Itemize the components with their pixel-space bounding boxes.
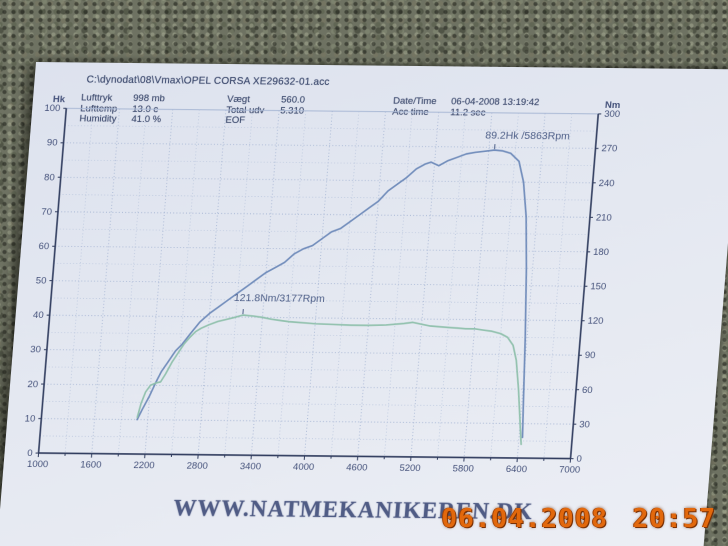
dyno-chart: Hk 0 10 20 30 40 50 60 70 80 90 100 Nm 0 30 60 90 120 150 1… xyxy=(24,94,621,476)
annotation-power: 89.2Hk /5863Rpm xyxy=(485,130,571,150)
svg-text:70: 70 xyxy=(41,207,52,218)
svg-text:100: 100 xyxy=(44,103,61,114)
svg-text:120: 120 xyxy=(587,316,604,327)
svg-text:1000: 1000 xyxy=(27,459,49,470)
grid xyxy=(39,107,599,459)
svg-text:80: 80 xyxy=(44,172,55,183)
svg-text:2200: 2200 xyxy=(133,460,155,471)
svg-text:60: 60 xyxy=(582,385,593,396)
file-path: C:\dynodat\08\Vmax\OPEL CORSA XE29632-01… xyxy=(86,74,331,89)
svg-text:300: 300 xyxy=(604,109,621,120)
svg-text:6400: 6400 xyxy=(505,464,527,475)
svg-text:40: 40 xyxy=(33,310,44,321)
svg-text:3400: 3400 xyxy=(239,461,261,472)
svg-text:270: 270 xyxy=(601,143,618,154)
svg-text:180: 180 xyxy=(593,247,610,258)
svg-text:5800: 5800 xyxy=(452,463,474,474)
svg-text:90: 90 xyxy=(584,350,595,361)
svg-text:1600: 1600 xyxy=(80,459,102,470)
svg-text:121.8Nm/3177Rpm: 121.8Nm/3177Rpm xyxy=(233,292,325,305)
torque-curve xyxy=(136,314,522,446)
camera-timestamp: 06.04.2008 20:57 xyxy=(441,504,716,534)
svg-text:4600: 4600 xyxy=(346,462,368,473)
svg-text:0: 0 xyxy=(576,454,582,465)
svg-text:0: 0 xyxy=(27,448,33,459)
svg-text:30: 30 xyxy=(579,419,590,430)
annotation-torque: 121.8Nm/3177Rpm xyxy=(233,292,326,315)
axes xyxy=(35,107,602,463)
svg-text:Hk: Hk xyxy=(52,94,66,105)
svg-text:10: 10 xyxy=(24,413,35,424)
dyno-printout-paper: C:\dynodat\08\Vmax\OPEL CORSA XE29632-01… xyxy=(0,62,728,546)
y-right-labels: Nm 0 30 60 90 120 150 180 210 240 270 300 xyxy=(576,100,621,465)
svg-text:5200: 5200 xyxy=(399,463,421,474)
svg-text:20: 20 xyxy=(27,379,38,390)
svg-text:150: 150 xyxy=(590,281,607,292)
x-labels: 1000 1600 2200 2800 3400 4000 4600 5200 5800 6400… xyxy=(27,459,581,476)
svg-text:89.2Hk /5863Rpm: 89.2Hk /5863Rpm xyxy=(485,130,571,143)
svg-text:Nm: Nm xyxy=(605,100,621,111)
svg-text:7000: 7000 xyxy=(559,465,581,476)
svg-text:2800: 2800 xyxy=(186,461,208,472)
svg-text:50: 50 xyxy=(35,276,46,287)
svg-text:30: 30 xyxy=(30,344,41,355)
svg-text:210: 210 xyxy=(595,212,612,223)
svg-text:90: 90 xyxy=(46,138,57,149)
svg-text:4000: 4000 xyxy=(293,462,315,473)
svg-text:240: 240 xyxy=(598,178,615,189)
y-left-labels: Hk 0 10 20 30 40 50 60 70 80 90 100 xyxy=(24,94,66,459)
power-curve xyxy=(136,149,528,439)
svg-text:60: 60 xyxy=(38,241,49,252)
